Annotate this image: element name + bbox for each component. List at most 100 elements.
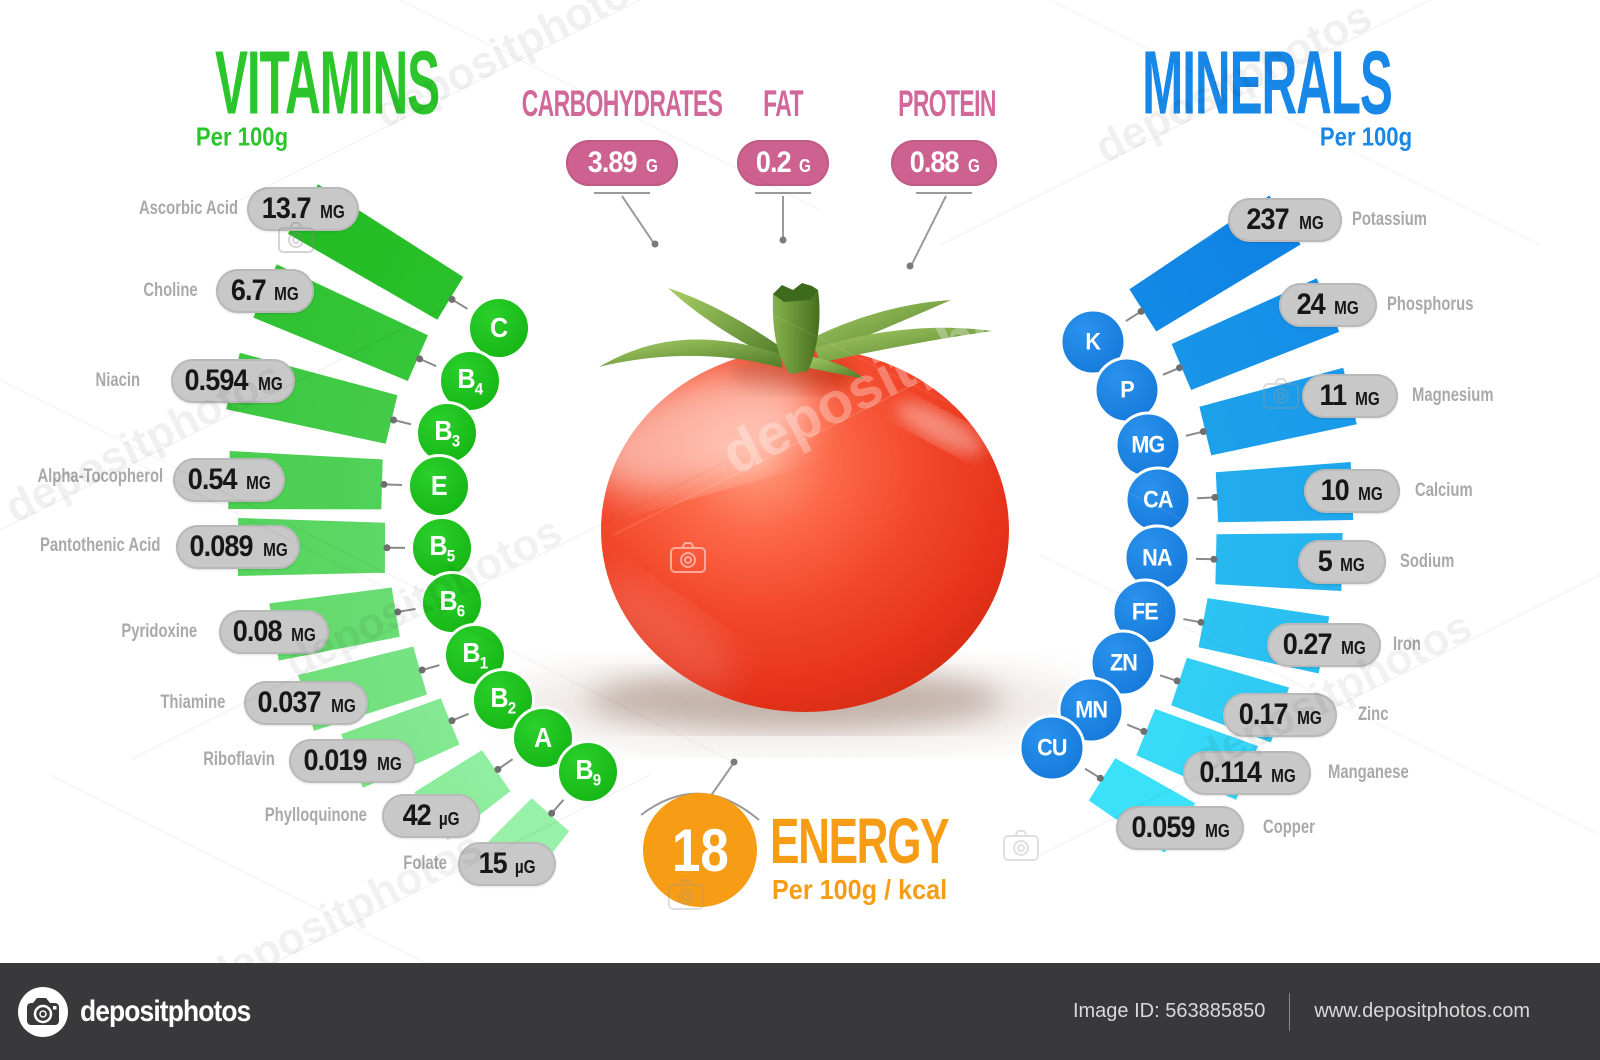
mineral-value-pill: 0.27 MG [1267, 623, 1381, 667]
element-symbol: MG [1131, 431, 1165, 458]
image-id: Image ID: 563885850 [1072, 1000, 1266, 1022]
value: 0.594 [184, 364, 248, 397]
element-symbol: FE [1132, 598, 1159, 625]
vitamin-symbol-circle: A [511, 706, 575, 770]
vitamin-symbol-circle: B5 [410, 516, 474, 580]
unit: MG [1357, 484, 1383, 504]
element-symbol: P [1120, 376, 1134, 403]
energy-value: 18 [671, 816, 729, 884]
mineral-name-label: Phosphorus [1387, 294, 1474, 315]
value: 0.17 [1238, 698, 1289, 731]
vitamins-title: VITAMINS [214, 33, 440, 134]
vitamin-value-pill: 15 µG [458, 842, 556, 886]
element-symbol: ZN [1109, 649, 1138, 676]
value: 11 [1319, 379, 1348, 412]
vitamin-value-pill: 42 µG [382, 794, 480, 838]
energy-title: ENERGY [770, 805, 950, 877]
unit: MG [320, 202, 346, 222]
value: 237 [1246, 203, 1290, 236]
value: 13.7 [261, 192, 312, 225]
vitamin-symbol-circle: B9 [556, 740, 620, 804]
mineral-symbol-circle: CA [1124, 466, 1192, 534]
vitamin-name-label: Ascorbic Acid [138, 198, 238, 219]
vitamin-name-label: Pantothenic Acid [39, 535, 160, 556]
element-symbol: MN [1075, 696, 1108, 723]
mineral-name-label: Copper [1263, 817, 1315, 838]
value: 0.114 [1199, 756, 1261, 789]
element-symbol: C [490, 312, 508, 343]
vitamin-name-label: Riboflavin [203, 749, 275, 770]
mineral-name-label: Potassium [1352, 209, 1427, 230]
vitamins-subtitle: Per 100g [195, 121, 289, 152]
mineral-value-pill: 0.17 MG [1223, 693, 1337, 737]
symbol-subscript: 5 [446, 546, 455, 566]
macro-label-fat: FAT [763, 83, 803, 124]
unit: MG [258, 374, 283, 394]
value: 0.019 [303, 744, 367, 777]
mineral-symbol-circle: CU [1018, 714, 1086, 782]
symbol-subscript: 6 [456, 601, 465, 621]
minerals-subtitle: Per 100g [1319, 121, 1413, 152]
camera-logo-icon [18, 986, 68, 1037]
mineral-value-pill: 10 MG [1304, 469, 1400, 513]
mineral-name-label: Magnesium [1412, 385, 1494, 406]
macro-pill-carbohydrates: 3.89 G [566, 140, 678, 186]
vitamin-value-pill: 0.019 MG [289, 739, 415, 783]
mineral-value-pill: 5 MG [1298, 540, 1386, 584]
element-symbol: CU [1037, 734, 1067, 761]
unit: MG [1205, 821, 1230, 841]
mineral-name-label: Zinc [1358, 704, 1389, 725]
macro-pointers [594, 192, 972, 265]
mineral-name-label: Sodium [1400, 551, 1455, 572]
unit: MG [1297, 708, 1323, 728]
unit: MG [331, 696, 356, 716]
vitamin-name-label: Folate [403, 853, 447, 874]
vitamin-value-pill: 0.08 MG [219, 610, 329, 654]
macro-value: 3.89 [588, 146, 638, 179]
vitamin-name-label: Thiamine [159, 692, 225, 713]
unit: MG [291, 625, 317, 645]
mineral-value-pill: 11 MG [1302, 374, 1398, 418]
symbol-subscript: 2 [507, 698, 516, 718]
macro-label-protein: PROTEIN [898, 83, 996, 124]
macro-unit: G [967, 156, 980, 176]
vitamin-symbol-circle: E [407, 454, 471, 518]
unit: MG [246, 473, 272, 493]
value: 0.54 [187, 463, 238, 496]
mineral-name-label: Iron [1393, 634, 1421, 655]
value: 24 [1296, 288, 1326, 321]
vitamin-symbol-circle: C [467, 296, 531, 360]
vitamin-name-label: Pyridoxine [121, 621, 197, 642]
vitamin-value-pill: 0.037 MG [244, 681, 368, 725]
value: 42 [402, 799, 431, 832]
unit: MG [377, 754, 402, 774]
footer-bar: depositphotos Image ID: 563885850 www.de… [0, 963, 1600, 1060]
value: 0.037 [257, 686, 321, 719]
unit: MG [1340, 555, 1365, 575]
symbol-subscript: 4 [474, 379, 483, 399]
element-symbol: B [439, 584, 458, 616]
symbol-subscript: 3 [451, 431, 460, 451]
mineral-value-pill: 237 MG [1228, 198, 1342, 242]
element-symbol: NA [1142, 544, 1172, 571]
vitamin-value-pill: 6.7 MG [216, 269, 314, 313]
macro-value: 0.88 [910, 146, 960, 179]
vitamin-value-pill: 0.594 MG [171, 359, 295, 403]
mineral-symbol-circle: MN [1057, 676, 1125, 744]
unit: MG [274, 284, 300, 304]
value: 15 [478, 847, 507, 880]
macro-label-carbohydrates: CARBOHYDRATES [521, 83, 723, 124]
element-symbol: B [434, 414, 453, 446]
tomato-image [585, 283, 1009, 712]
mineral-symbol-circle: K [1059, 308, 1127, 376]
symbol-subscript: 9 [592, 770, 601, 790]
value: 0.059 [1131, 811, 1195, 844]
value: 0.08 [232, 615, 283, 648]
element-symbol: B [575, 753, 594, 785]
macro-unit: G [645, 156, 658, 176]
unit: MG [1341, 638, 1367, 658]
element-symbol: K [1085, 328, 1102, 355]
tomato-stem-leaves [599, 283, 992, 379]
